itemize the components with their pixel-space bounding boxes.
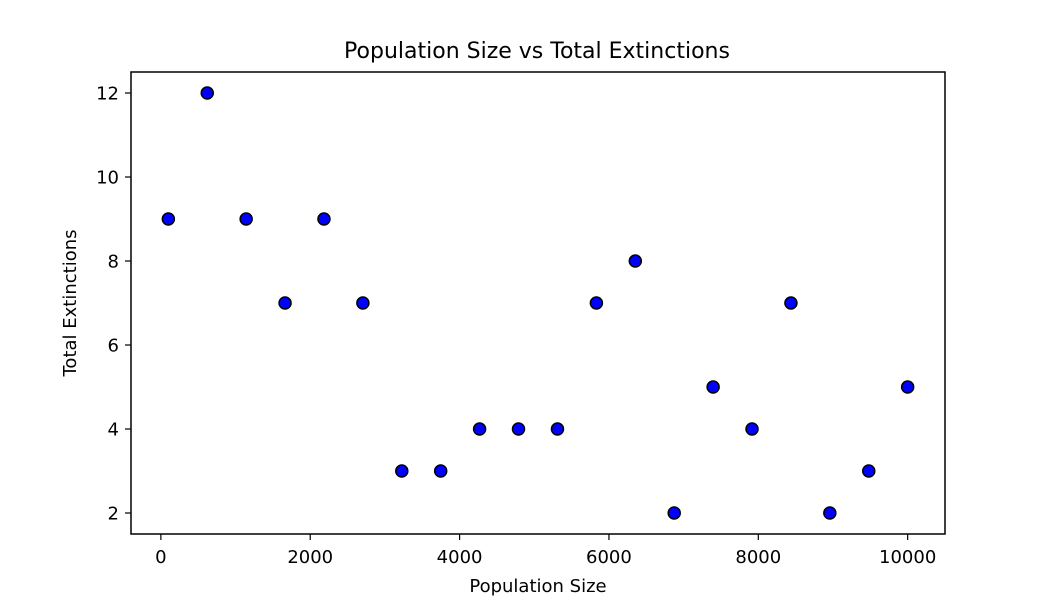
- data-point: [395, 464, 409, 478]
- y-axis-label: Total Extinctions: [60, 229, 81, 377]
- y-tick-label: 10: [96, 168, 119, 189]
- y-axis-ticks: 2 4 6 8 10 12: [96, 84, 131, 525]
- data-point: [161, 212, 176, 226]
- y-tick-label: 8: [108, 252, 119, 273]
- data-point: [356, 296, 370, 310]
- data-point: [511, 422, 526, 436]
- data-point: [900, 380, 915, 394]
- data-point: [784, 296, 798, 310]
- data-point: [667, 506, 681, 520]
- data-point: [550, 422, 565, 436]
- data-points: [161, 86, 915, 520]
- data-point: [200, 86, 214, 100]
- x-axis-label: Population Size: [469, 576, 606, 597]
- data-point: [706, 380, 720, 394]
- y-tick-label: 12: [96, 84, 119, 105]
- x-axis-ticks: 0 2000 4000 6000 8000 10000: [155, 534, 936, 568]
- plot-frame: [130, 71, 946, 535]
- x-tick-label: 0: [155, 547, 166, 568]
- y-tick-label: 4: [108, 420, 119, 441]
- chart-title: Population Size vs Total Extinctions: [344, 39, 730, 64]
- data-point: [317, 212, 331, 226]
- data-point: [745, 422, 759, 436]
- x-tick-label: 8000: [735, 547, 781, 568]
- x-tick-label: 10000: [879, 547, 936, 568]
- y-tick-label: 6: [108, 336, 119, 357]
- data-point: [433, 464, 448, 478]
- x-tick-label: 2000: [287, 547, 333, 568]
- y-tick-label: 2: [108, 504, 119, 525]
- data-point: [278, 296, 292, 310]
- x-tick-label: 4000: [437, 547, 483, 568]
- x-tick-label: 6000: [586, 547, 632, 568]
- data-point: [862, 464, 876, 478]
- data-point: [589, 296, 604, 310]
- data-point: [239, 212, 253, 226]
- data-point: [472, 422, 487, 436]
- data-point: [823, 506, 837, 520]
- data-point: [628, 254, 643, 268]
